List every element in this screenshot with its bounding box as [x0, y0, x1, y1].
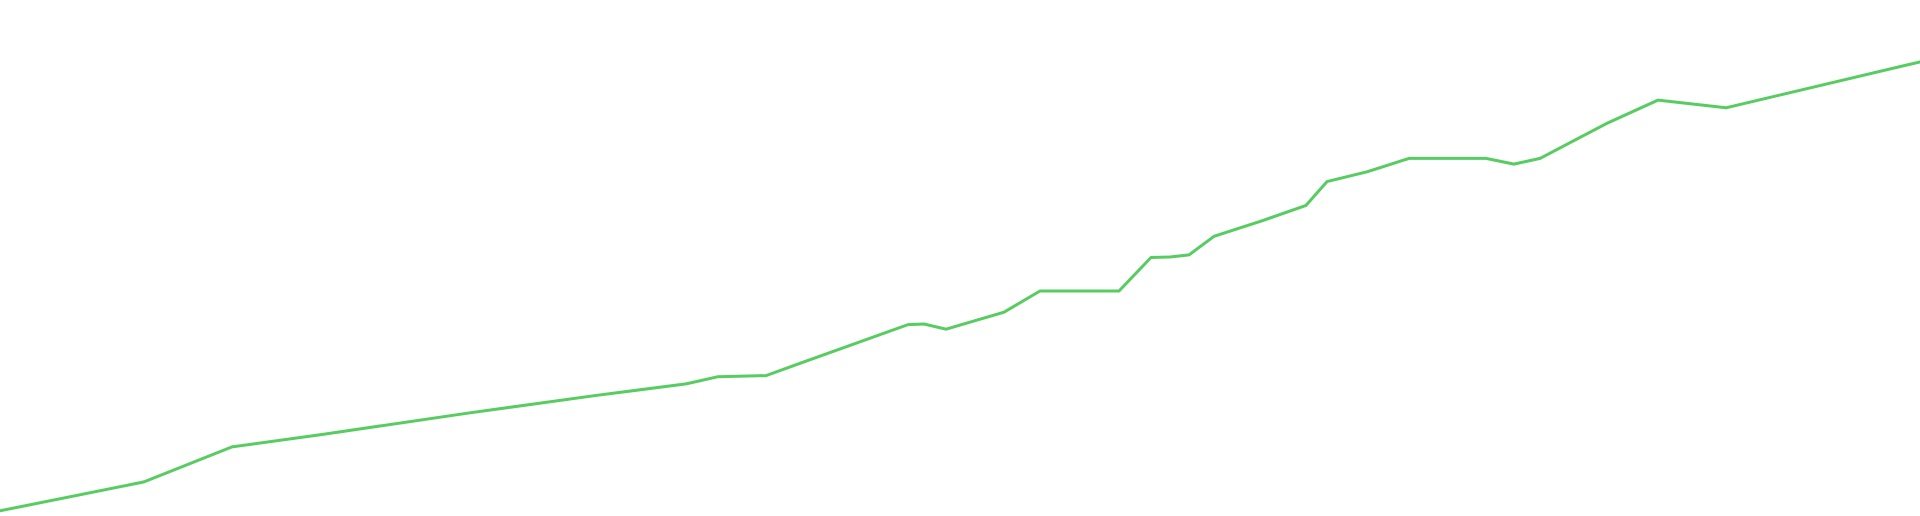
series-layer	[0, 60, 1920, 513]
series-line-0	[0, 60, 1920, 513]
